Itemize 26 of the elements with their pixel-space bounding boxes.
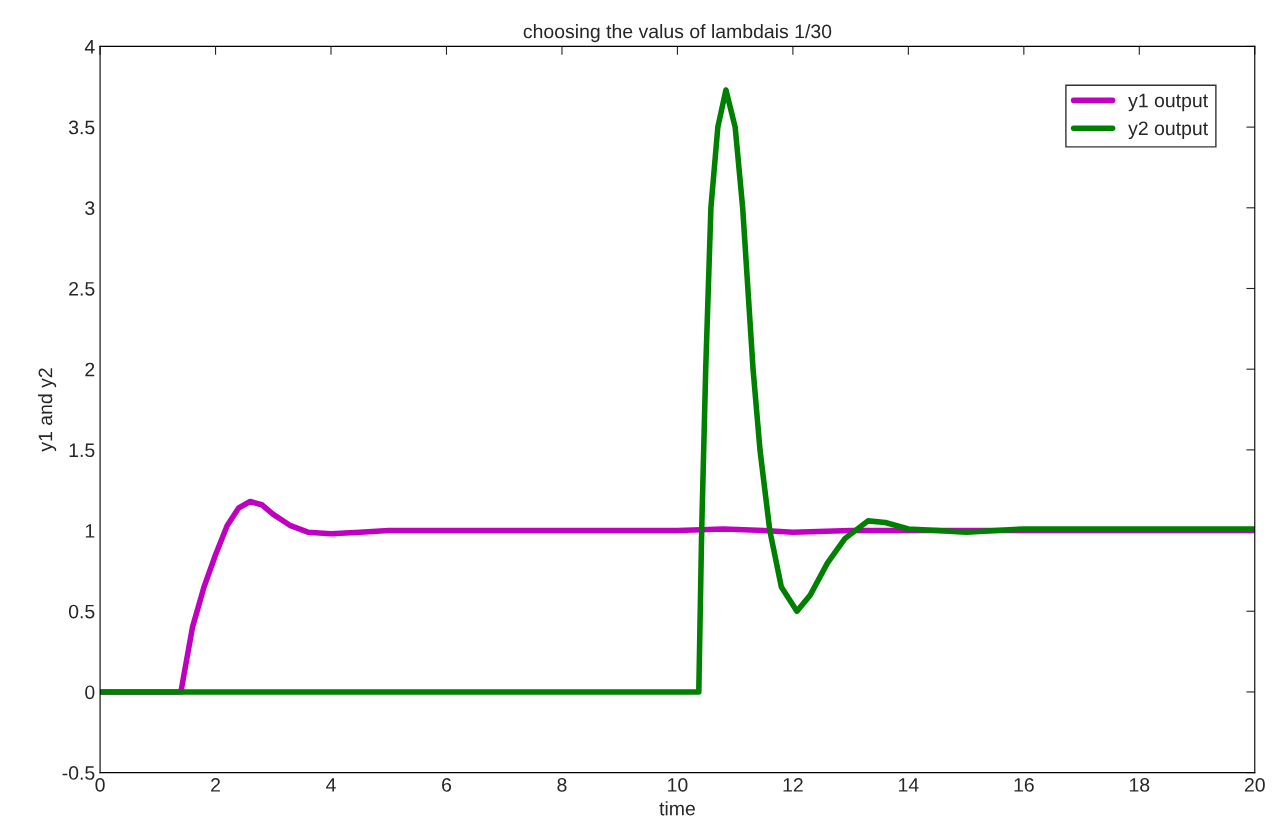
y-tick-label: 0.5: [68, 604, 95, 619]
x-tick-label: 4: [326, 778, 336, 792]
x-tick-label: 20: [1244, 778, 1265, 792]
y-tick-label: -0.5: [62, 766, 95, 780]
x-tick-label: 0: [95, 778, 105, 792]
x-tick-label: 10: [668, 778, 688, 792]
x-tick-label: 2: [211, 778, 220, 792]
x-tick-label: 16: [1014, 778, 1034, 792]
y-tick-label: 3.5: [68, 120, 95, 135]
y-tick-label: 4: [84, 40, 95, 54]
x-tick-label: 8: [557, 778, 567, 792]
y-axis-title: y1 and y2: [38, 368, 57, 452]
y-tick-label: 3: [85, 201, 95, 216]
y-tick-label: 1: [85, 524, 95, 538]
legend-label: y1 output: [1128, 93, 1208, 112]
chart-title: choosing the valus of lambdais 1/30: [523, 24, 832, 43]
y-tick-label: 2.5: [69, 281, 95, 296]
x-axis-title: time: [659, 801, 695, 816]
x-tick-label: 6: [442, 778, 452, 792]
x-tick-label: 12: [783, 778, 803, 792]
legend-label: y2 output: [1128, 121, 1208, 140]
x-tick-label: 18: [1129, 778, 1150, 792]
y-tick-label: 1.5: [69, 443, 95, 458]
y-tick-label: 0: [85, 685, 95, 700]
x-tick-label: 14: [899, 778, 919, 792]
y-tick-label: 2: [85, 362, 95, 377]
